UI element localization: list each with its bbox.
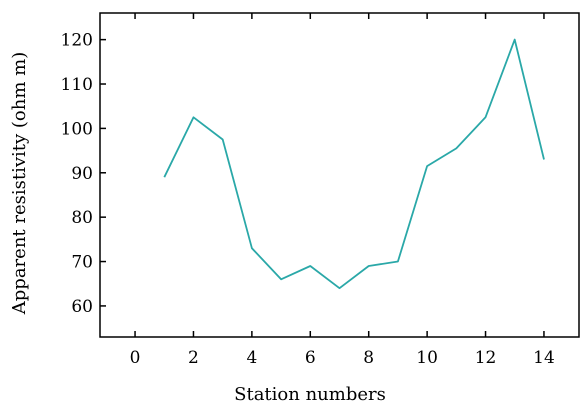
y-tick-label: 120 xyxy=(61,31,93,51)
y-tick-label: 100 xyxy=(61,119,93,139)
series-line xyxy=(163,38,545,290)
y-tick-label: 110 xyxy=(61,75,93,95)
y-tick-label: 60 xyxy=(71,297,93,317)
x-tick-label: 10 xyxy=(416,348,438,368)
x-tick-label: 12 xyxy=(475,348,497,368)
series-layer xyxy=(163,38,545,290)
x-tick-label: 2 xyxy=(188,348,199,368)
x-tick-label: 6 xyxy=(305,348,316,368)
y-axis-ticks: 60 70 80 90 100 110 120 xyxy=(61,31,106,317)
y-tick-label: 80 xyxy=(71,208,93,228)
x-axis-label: Station numbers xyxy=(234,384,386,405)
y-tick-label: 90 xyxy=(71,164,93,184)
x-tick-label: 8 xyxy=(363,348,374,368)
y-tick-label: 70 xyxy=(71,253,93,273)
x-tick-label: 4 xyxy=(246,348,257,368)
x-tick-label: 14 xyxy=(533,348,555,368)
x-axis-ticks: 0 2 4 6 8 10 12 14 xyxy=(130,13,555,368)
x-tick-label: 0 xyxy=(130,348,141,368)
y-axis-label: Apparent resistivity (ohm m) xyxy=(9,52,30,315)
plot-frame xyxy=(99,12,580,338)
